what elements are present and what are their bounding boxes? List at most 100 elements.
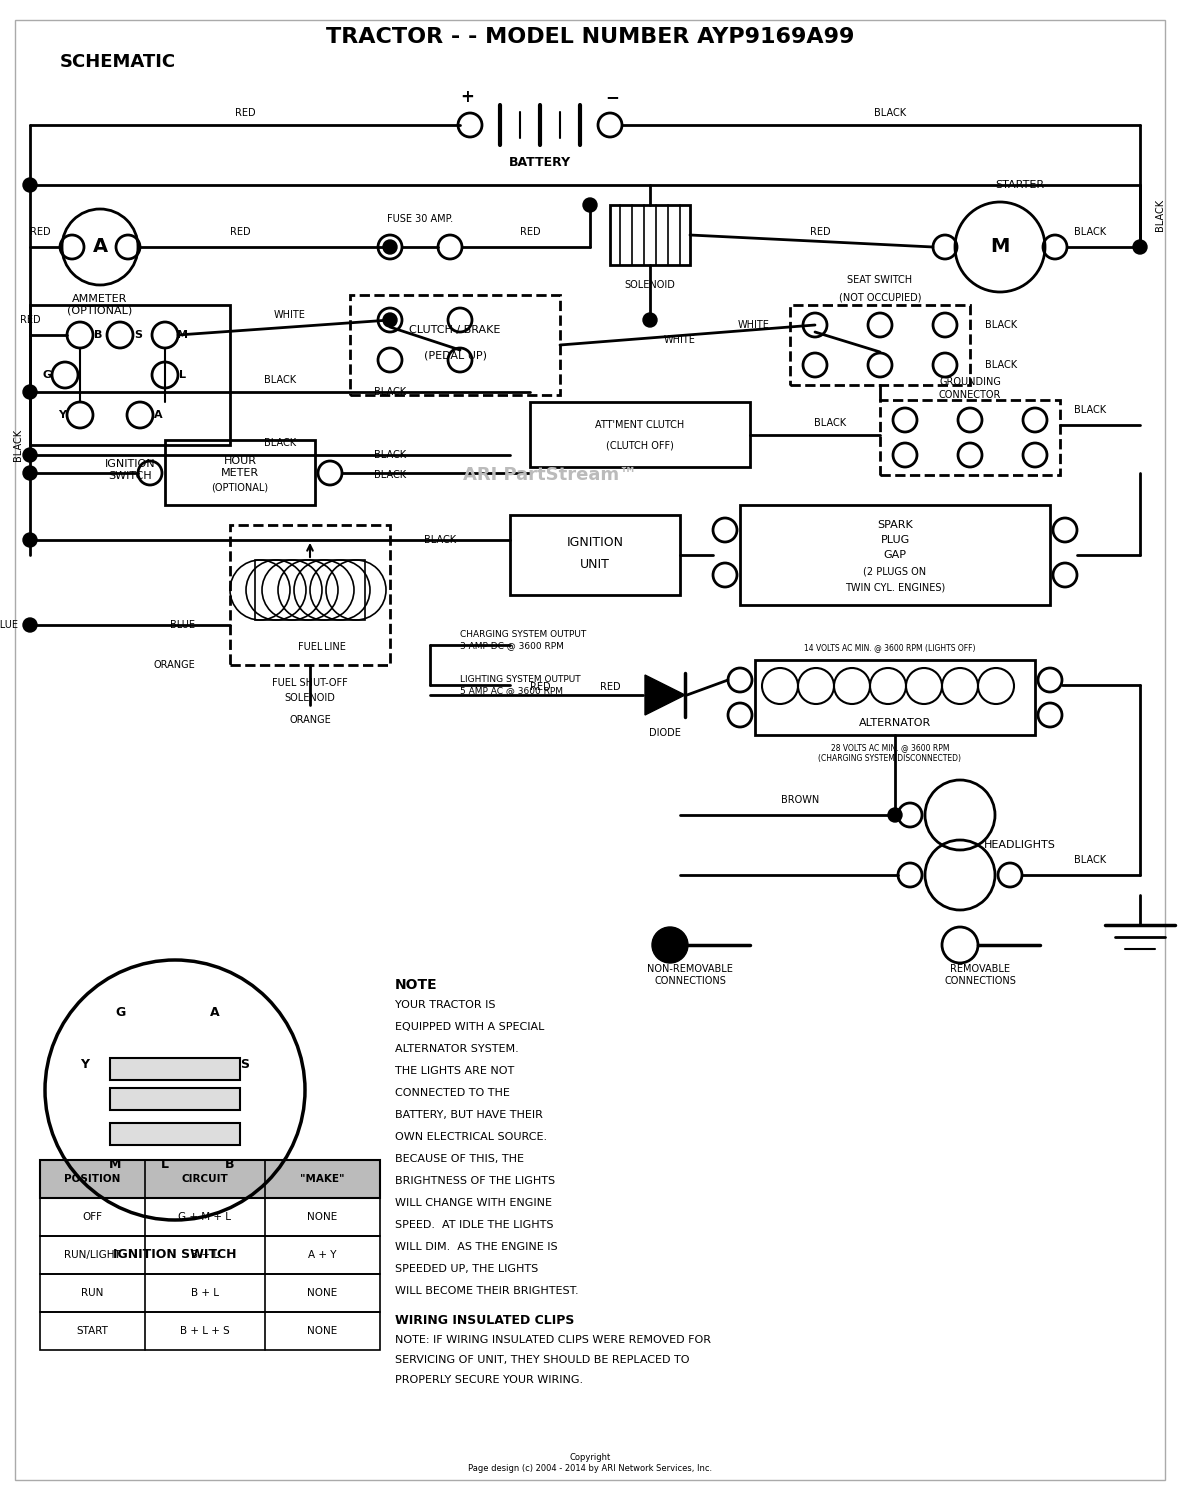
Text: L: L <box>160 1159 169 1171</box>
Circle shape <box>22 533 37 546</box>
Circle shape <box>22 385 37 399</box>
Text: RED: RED <box>809 227 831 236</box>
Circle shape <box>653 927 688 963</box>
Text: WHITE: WHITE <box>274 310 306 321</box>
Circle shape <box>1133 239 1147 254</box>
Text: NOTE: NOTE <box>395 978 438 992</box>
Text: BATTERY, BUT HAVE THEIR: BATTERY, BUT HAVE THEIR <box>395 1111 543 1120</box>
Circle shape <box>22 448 37 462</box>
Text: B + L: B + L <box>191 1251 219 1260</box>
Text: A + Y: A + Y <box>308 1251 336 1260</box>
Text: Y: Y <box>80 1058 90 1072</box>
Text: ALTERNATOR: ALTERNATOR <box>859 718 931 728</box>
Text: 28 VOLTS AC MIN. @ 3600 RPM
(CHARGING SYSTEM DISCONNECTED): 28 VOLTS AC MIN. @ 3600 RPM (CHARGING SY… <box>819 743 962 763</box>
Bar <box>40 1160 380 1198</box>
Text: FUEL SHUT-OFF: FUEL SHUT-OFF <box>273 677 348 688</box>
Text: CHARGING SYSTEM OUTPUT
3 AMP DC @ 3600 RPM: CHARGING SYSTEM OUTPUT 3 AMP DC @ 3600 R… <box>460 631 586 650</box>
Text: BLACK: BLACK <box>374 450 406 461</box>
Text: SEAT SWITCH: SEAT SWITCH <box>847 275 912 284</box>
Text: THE LIGHTS ARE NOT: THE LIGHTS ARE NOT <box>395 1066 514 1076</box>
Text: SOLENOID: SOLENOID <box>284 692 335 703</box>
Text: ATT'MENT CLUTCH: ATT'MENT CLUTCH <box>596 420 684 430</box>
Text: BECAUSE OF THIS, THE: BECAUSE OF THIS, THE <box>395 1154 524 1163</box>
Text: BLACK: BLACK <box>1155 199 1165 232</box>
Text: IGNITION: IGNITION <box>566 536 623 549</box>
Text: M: M <box>990 238 1010 256</box>
Text: BLACK: BLACK <box>424 534 455 545</box>
Bar <box>755 661 1035 734</box>
Text: (2 PLUGS ON: (2 PLUGS ON <box>864 567 926 576</box>
Bar <box>789 306 970 385</box>
Text: WHITE: WHITE <box>664 336 696 345</box>
Text: WILL CHANGE WITH ENGINE: WILL CHANGE WITH ENGINE <box>395 1198 552 1209</box>
Text: WILL DIM.  AS THE ENGINE IS: WILL DIM. AS THE ENGINE IS <box>395 1242 558 1252</box>
Text: DIODE: DIODE <box>649 728 681 737</box>
Text: BLACK: BLACK <box>264 438 296 448</box>
Bar <box>610 205 690 265</box>
Text: BRIGHTNESS OF THE LIGHTS: BRIGHTNESS OF THE LIGHTS <box>395 1175 555 1186</box>
Text: A: A <box>153 409 163 420</box>
Text: NOTE: IF WIRING INSULATED CLIPS WERE REMOVED FOR: NOTE: IF WIRING INSULATED CLIPS WERE REM… <box>395 1335 712 1345</box>
Text: (OPTIONAL): (OPTIONAL) <box>211 483 269 494</box>
Text: NONE: NONE <box>307 1326 337 1336</box>
Circle shape <box>22 467 37 480</box>
Text: EQUIPPED WITH A SPECIAL: EQUIPPED WITH A SPECIAL <box>395 1022 544 1032</box>
Text: BLACK: BLACK <box>1074 227 1106 236</box>
Text: ARI PartStream™: ARI PartStream™ <box>463 467 637 485</box>
Text: OFF: OFF <box>81 1212 101 1222</box>
Text: G + M + L: G + M + L <box>178 1212 231 1222</box>
Text: B: B <box>94 330 103 340</box>
Text: CLUTCH / BRAKE: CLUTCH / BRAKE <box>409 325 500 336</box>
Circle shape <box>889 808 902 822</box>
Bar <box>110 1123 240 1145</box>
Text: A: A <box>92 238 107 256</box>
Text: UNIT: UNIT <box>581 558 610 572</box>
Text: YOUR TRACTOR IS: YOUR TRACTOR IS <box>395 999 496 1010</box>
Text: IGNITION
SWITCH: IGNITION SWITCH <box>105 459 156 480</box>
Circle shape <box>22 619 37 632</box>
Text: M: M <box>109 1159 122 1171</box>
Text: ALTERNATOR SYSTEM.: ALTERNATOR SYSTEM. <box>395 1044 519 1054</box>
Text: RED: RED <box>519 227 540 236</box>
Text: LIGHTING SYSTEM OUTPUT
5 AMP AC @ 3600 RPM: LIGHTING SYSTEM OUTPUT 5 AMP AC @ 3600 R… <box>460 676 581 695</box>
Text: ORANGE: ORANGE <box>153 661 195 670</box>
Text: NONE: NONE <box>307 1288 337 1297</box>
Text: BLACK: BLACK <box>1074 405 1106 415</box>
Text: B: B <box>225 1159 235 1171</box>
Text: OWN ELECTRICAL SOURCE.: OWN ELECTRICAL SOURCE. <box>395 1132 548 1142</box>
Text: TWIN CYL. ENGINES): TWIN CYL. ENGINES) <box>845 582 945 591</box>
Text: FUEL: FUEL <box>297 643 322 652</box>
Text: IGNITION SWITCH: IGNITION SWITCH <box>113 1249 237 1261</box>
Text: CONNECTOR: CONNECTOR <box>939 390 1001 400</box>
Text: 14 VOLTS AC MIN. @ 3600 RPM (LIGHTS OFF): 14 VOLTS AC MIN. @ 3600 RPM (LIGHTS OFF) <box>805 644 976 653</box>
Text: BLACK: BLACK <box>985 321 1017 330</box>
Text: M: M <box>177 330 189 340</box>
Bar <box>40 1312 380 1350</box>
Bar <box>40 1275 380 1312</box>
Bar <box>165 439 315 506</box>
Text: A: A <box>210 1005 219 1019</box>
Text: LINE: LINE <box>324 643 346 652</box>
Bar <box>510 515 680 594</box>
Text: S: S <box>135 330 142 340</box>
Circle shape <box>583 199 597 212</box>
Text: (CLUTCH OFF): (CLUTCH OFF) <box>607 439 674 450</box>
Text: START: START <box>76 1326 107 1336</box>
Text: AMMETER
(OPTIONAL): AMMETER (OPTIONAL) <box>67 293 132 316</box>
Text: SPEED.  AT IDLE THE LIGHTS: SPEED. AT IDLE THE LIGHTS <box>395 1221 553 1230</box>
Text: G: G <box>42 370 52 379</box>
Text: WHITE: WHITE <box>739 321 771 330</box>
Text: RED: RED <box>235 108 255 117</box>
Text: PLUG: PLUG <box>880 534 910 545</box>
Bar <box>110 1058 240 1081</box>
Text: HEADLIGHTS: HEADLIGHTS <box>984 840 1056 850</box>
Text: WIRING INSULATED CLIPS: WIRING INSULATED CLIPS <box>395 1314 575 1326</box>
Text: RUN/LIGHT: RUN/LIGHT <box>64 1251 120 1260</box>
Text: B + L: B + L <box>191 1288 219 1297</box>
Text: TRACTOR - - MODEL NUMBER AYP9169A99: TRACTOR - - MODEL NUMBER AYP9169A99 <box>326 27 854 47</box>
Bar <box>40 1198 380 1236</box>
Bar <box>30 306 230 445</box>
Bar <box>530 402 750 467</box>
Text: BATTERY: BATTERY <box>509 157 571 170</box>
Text: L: L <box>179 370 186 379</box>
